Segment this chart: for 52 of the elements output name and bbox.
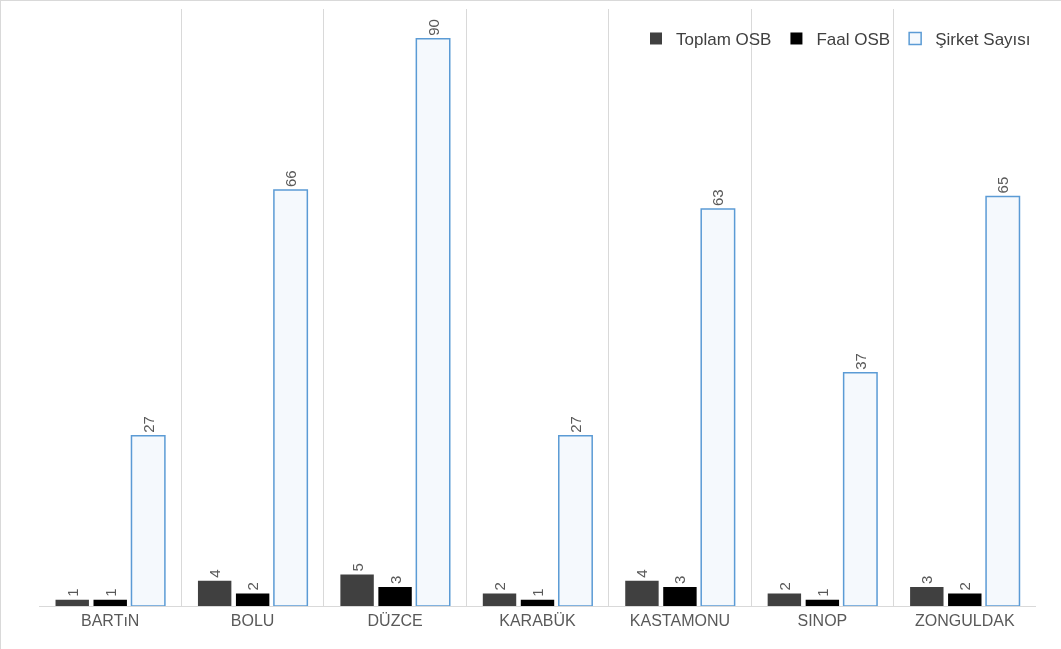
data-label: 3 (386, 575, 404, 585)
x-tick-label: ZONGULDAK (915, 612, 1015, 630)
data-label: 2 (956, 582, 974, 591)
x-tick-label: SINOP (797, 612, 848, 630)
bar (340, 574, 374, 606)
data-label: 3 (671, 575, 689, 585)
data-label: 4 (633, 569, 651, 578)
x-tick-label: BOLU (230, 612, 275, 630)
bar (558, 435, 593, 606)
bar (273, 189, 309, 606)
bar (767, 593, 802, 606)
data-label: 2 (775, 582, 793, 591)
bar (520, 599, 555, 606)
bar (842, 372, 878, 606)
bar (235, 593, 270, 606)
bar (910, 587, 944, 606)
legend-label: Faal OSB (816, 30, 891, 50)
data-label: 66 (282, 170, 300, 188)
data-label: 65 (994, 176, 1012, 194)
bar (663, 587, 697, 606)
bar (415, 38, 451, 606)
data-label: 1 (529, 588, 546, 597)
x-tick-label: KARABÜK (499, 612, 577, 630)
data-label: 5 (348, 563, 366, 572)
data-label: 63 (709, 189, 727, 206)
legend-label: Şirket Sayısı (935, 30, 1031, 50)
x-tick-label: KASTAMONU (629, 612, 731, 630)
bar (805, 599, 840, 606)
legend-label: Toplam OSB (676, 30, 772, 50)
data-label: 37 (851, 353, 869, 370)
bar (625, 580, 659, 606)
bar (55, 599, 89, 606)
bar (948, 593, 982, 606)
data-label: 27 (566, 416, 584, 433)
data-label: 1 (63, 588, 81, 597)
bar (700, 208, 736, 606)
data-label: 27 (139, 416, 157, 433)
bar (482, 593, 517, 606)
data-label: 4 (206, 569, 224, 578)
bar (130, 435, 166, 606)
bar (985, 195, 1021, 606)
bar (378, 587, 412, 606)
x-tick-label: BARTıN (81, 612, 140, 630)
data-label: 2 (244, 582, 262, 591)
x-tick-label: DÜZCE (367, 612, 423, 630)
data-label: 3 (918, 575, 936, 585)
bar (93, 599, 127, 606)
bar (197, 580, 232, 606)
data-label: 1 (101, 588, 119, 597)
data-label: 2 (491, 582, 509, 591)
data-label: 1 (813, 588, 831, 597)
data-label: 90 (424, 19, 442, 36)
